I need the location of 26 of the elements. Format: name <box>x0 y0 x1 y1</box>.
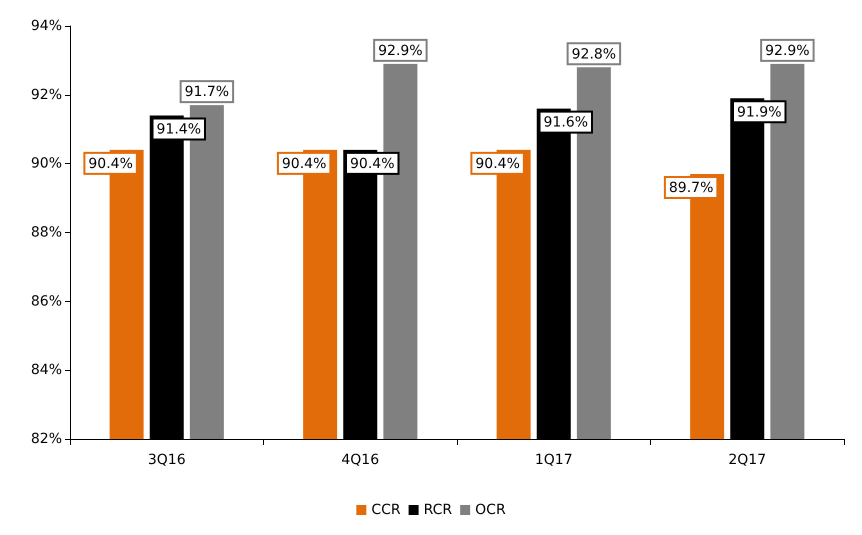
y-tick-label: 94% <box>30 18 62 34</box>
y-tick-label: 92% <box>30 86 62 103</box>
data-label: 92.9% <box>378 42 423 59</box>
data-label: 92.8% <box>572 46 616 62</box>
legend-label: RCR <box>424 502 452 518</box>
y-tick-label: 82% <box>30 431 62 447</box>
data-label: 90.4% <box>350 156 394 172</box>
legend-label: CCR <box>371 502 401 518</box>
data-label: 91.6% <box>544 114 588 131</box>
data-label: 91.7% <box>184 84 230 100</box>
data-label: 90.4% <box>282 156 326 172</box>
data-label: 92.9% <box>765 42 810 59</box>
x-tick-label: 2Q17 <box>728 452 766 468</box>
y-tick-label: 86% <box>30 293 62 310</box>
legend-label: OCR <box>475 502 506 518</box>
y-tick-label: 84% <box>30 362 62 378</box>
y-tick-label: 90% <box>30 156 62 172</box>
x-tick-label: 1Q17 <box>534 452 573 468</box>
data-label: 90.4% <box>475 156 520 172</box>
x-tick-label: 4Q16 <box>341 452 380 468</box>
data-label: 91.4% <box>156 121 201 138</box>
data-label: 90.4% <box>88 156 133 172</box>
data-label: 89.7% <box>668 180 714 196</box>
y-tick-label: 88% <box>30 224 62 240</box>
data-label: 91.9% <box>737 104 782 120</box>
x-tick-label: 3Q16 <box>148 452 186 468</box>
